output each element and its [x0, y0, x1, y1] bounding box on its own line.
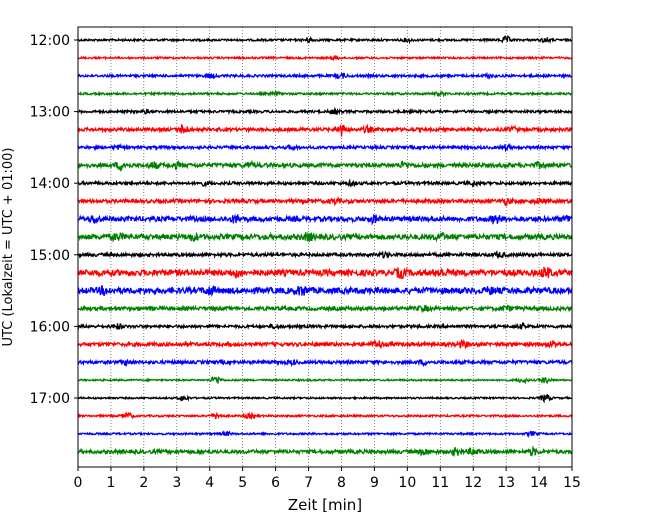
x-tick-label: 6 — [271, 475, 280, 491]
grid-lines — [110, 27, 540, 467]
x-tick-label: 14 — [530, 475, 548, 491]
x-tick-label: 13 — [497, 475, 515, 491]
trace-1700 — [77, 393, 573, 404]
x-tick-label: 1 — [106, 475, 115, 491]
trace-1730 — [77, 430, 573, 439]
trace-1415 — [77, 195, 573, 208]
trace-1600 — [77, 321, 573, 331]
y-tick-label: 13:00 — [30, 105, 70, 121]
trace-1545 — [77, 304, 573, 314]
trace-1345 — [77, 159, 573, 173]
trace-1315 — [77, 123, 573, 137]
trace-1645 — [77, 376, 573, 385]
x-tick-label: 5 — [238, 475, 247, 491]
trace-1215 — [77, 55, 573, 62]
plot-frame — [77, 26, 573, 468]
trace-1430 — [77, 213, 573, 226]
trace-1500 — [77, 250, 573, 260]
x-axis-label: Zeit [min] — [288, 496, 362, 514]
y-tick-label: 14:00 — [30, 176, 70, 192]
trace-1515 — [77, 266, 573, 280]
x-tick-label: 0 — [74, 475, 83, 491]
y-axis-label: UTC (Lokalzeit = UTC + 01:00) — [1, 148, 16, 347]
x-tick-label: 12 — [464, 475, 482, 491]
trace-1715 — [77, 411, 573, 420]
trace-1200 — [77, 35, 573, 45]
x-tick-label: 8 — [337, 475, 346, 491]
x-tick-label: 15 — [563, 475, 581, 491]
trace-1745 — [77, 444, 573, 458]
trace-1445 — [77, 231, 573, 243]
trace-1300 — [77, 106, 573, 116]
x-tick-label: 7 — [304, 475, 313, 491]
y-tick-label: 17:00 — [30, 391, 70, 407]
x-tick-label: 3 — [172, 475, 181, 491]
trace-1330 — [77, 142, 573, 153]
x-tick-label: 4 — [205, 475, 214, 491]
y-tick-label: 16:00 — [30, 319, 70, 335]
trace-1630 — [77, 358, 573, 368]
y-tick-label: 15:00 — [30, 248, 70, 264]
x-tick-label: 10 — [398, 475, 416, 491]
trace-1400 — [77, 178, 573, 189]
trace-1230 — [77, 71, 573, 80]
trace-1530 — [77, 285, 573, 298]
y-axis: 12:00 13:00 14:00 15:00 16:00 17:00 — [30, 33, 78, 407]
y-tick-label: 12:00 — [30, 33, 70, 49]
x-axis: 0 1 2 3 4 5 6 7 8 9 10 11 12 13 14 15 — [74, 467, 581, 491]
trace-1245 — [77, 90, 573, 98]
x-tick-label: 11 — [431, 475, 449, 491]
trace-1615 — [77, 338, 573, 350]
x-tick-label: 9 — [370, 475, 379, 491]
x-tick-label: 2 — [139, 475, 148, 491]
seismic-traces — [77, 35, 573, 458]
